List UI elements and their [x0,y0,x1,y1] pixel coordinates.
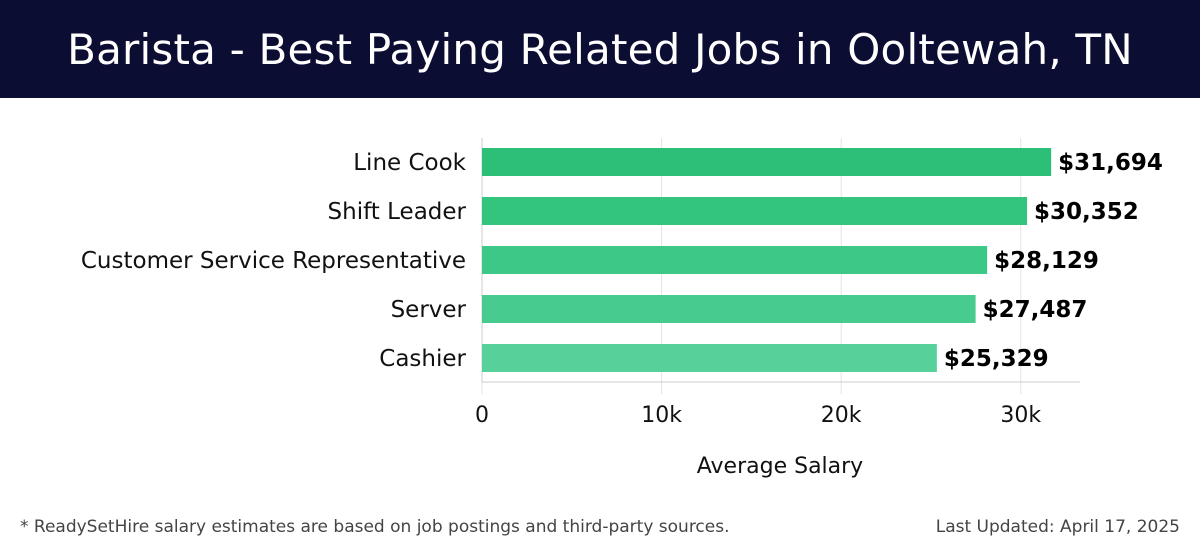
x-tick-label: 0 [475,403,489,428]
x-tick-label: 20k [821,403,862,428]
value-label: $25,329 [944,346,1049,372]
bar [482,295,976,323]
category-label: Line Cook [353,150,466,176]
chart-header: Barista - Best Paying Related Jobs in Oo… [0,0,1200,98]
category-labels: Line Cook Shift Leader Customer Service Re… [81,150,467,372]
bar [482,344,937,372]
value-labels: $31,694 $30,352 $28,129 $27,487 $25,329 [944,150,1163,372]
category-label: Customer Service Representative [81,248,466,274]
x-tick-labels: 0 10k 20k 30k [475,403,1041,428]
bar [482,148,1052,176]
x-tick-label: 30k [1000,403,1041,428]
chart-title: Barista - Best Paying Related Jobs in Oo… [67,24,1133,74]
bar [482,197,1028,225]
x-tick-label: 10k [641,403,682,428]
category-label: Shift Leader [328,199,467,225]
value-label: $30,352 [1034,199,1139,225]
category-label: Cashier [379,346,466,372]
value-label: $31,694 [1058,150,1163,176]
value-label: $27,487 [983,297,1088,323]
category-label: Server [391,297,467,323]
last-updated: Last Updated: April 17, 2025 [935,517,1180,537]
bars [482,148,1052,372]
x-axis-title: Average Salary [697,454,863,479]
footer-note: * ReadySetHire salary estimates are base… [20,517,730,537]
bar [482,246,988,274]
value-label: $28,129 [994,248,1099,274]
bar-chart: Line Cook Shift Leader Customer Service Re… [81,138,1163,479]
